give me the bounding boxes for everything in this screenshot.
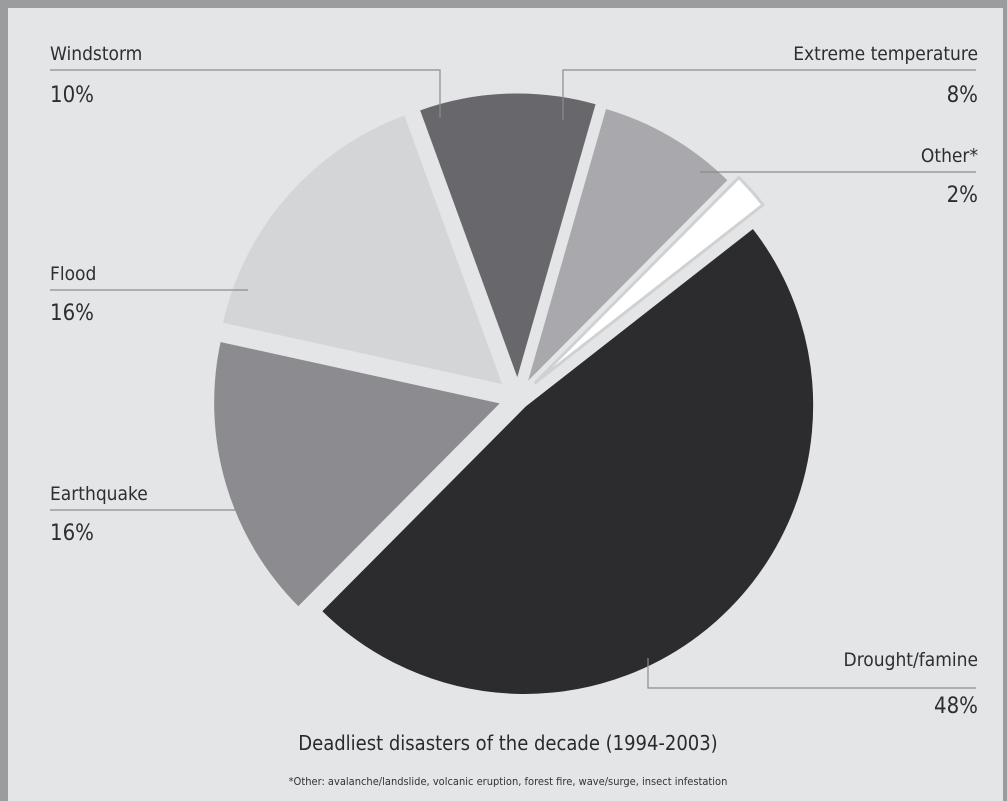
slice-label-drought-famine: Drought/famine [844, 649, 978, 671]
leader-line-drought-famine [647, 658, 976, 689]
pie-slice-other [533, 175, 766, 385]
leader-line-extreme-temperature [562, 69, 976, 120]
slice-label-flood: Flood [50, 263, 96, 285]
slice-label-extreme-temperature: Extreme temperature [793, 43, 978, 65]
chart-frame: Drought/famine 48% Earthquake 16% Flood 16% Wi… [8, 8, 1003, 801]
pie-slice-flood [219, 111, 507, 389]
leader-line-windstorm [50, 69, 441, 118]
chart-footnote: *Other: avalanche/landslide, volcanic er… [289, 775, 728, 788]
slice-value-drought-famine: 48% [934, 694, 978, 719]
slice-value-other: 2% [947, 183, 978, 208]
slice-label-earthquake: Earthquake [50, 483, 148, 505]
pie-slice-extreme-temperature [523, 105, 732, 387]
pie-slice-drought-famine [318, 224, 817, 697]
slice-value-extreme-temperature: 8% [947, 83, 978, 108]
pie-slice-earthquake [211, 338, 506, 611]
slice-label-windstorm: Windstorm [50, 43, 142, 65]
slice-value-windstorm: 10% [50, 83, 94, 108]
chart-title: Deadliest disasters of the decade (1994-… [298, 731, 717, 755]
slice-label-other: Other* [921, 145, 979, 167]
slice-value-flood: 16% [50, 301, 94, 326]
slice-value-earthquake: 16% [50, 521, 94, 546]
pie-slice-windstorm [416, 90, 600, 387]
pie-chart: Drought/famine 48% Earthquake 16% Flood 16% Wi… [50, 43, 979, 788]
